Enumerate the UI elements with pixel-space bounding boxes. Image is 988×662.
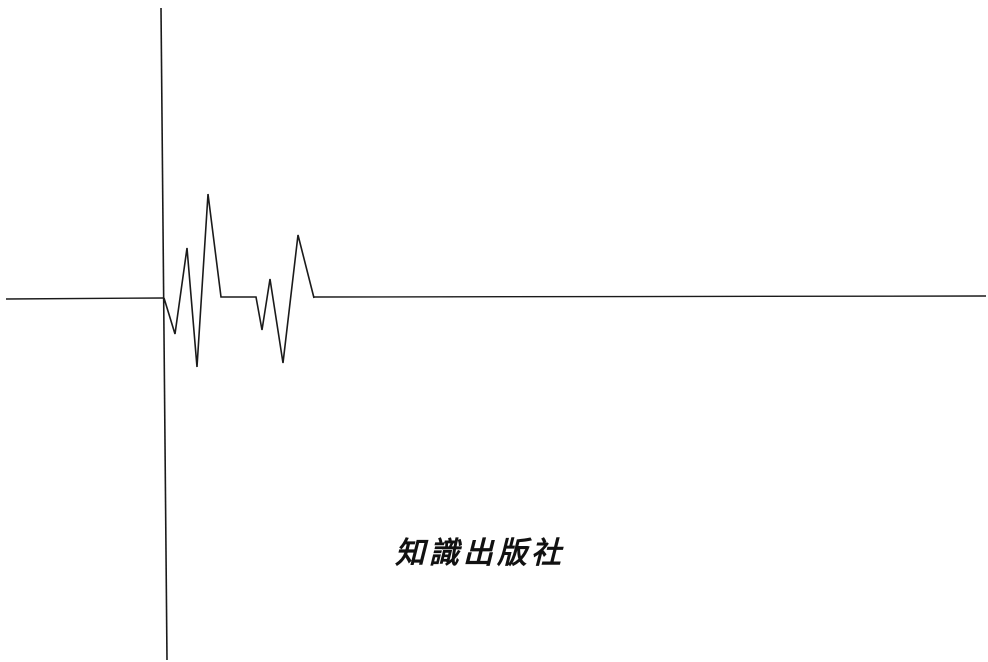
seismic-wave [163,193,315,368]
baseline-left [5,297,165,300]
publisher-name: 知識出版社 [395,536,565,571]
vertical-axis-line [160,7,168,661]
baseline-right [313,295,987,298]
